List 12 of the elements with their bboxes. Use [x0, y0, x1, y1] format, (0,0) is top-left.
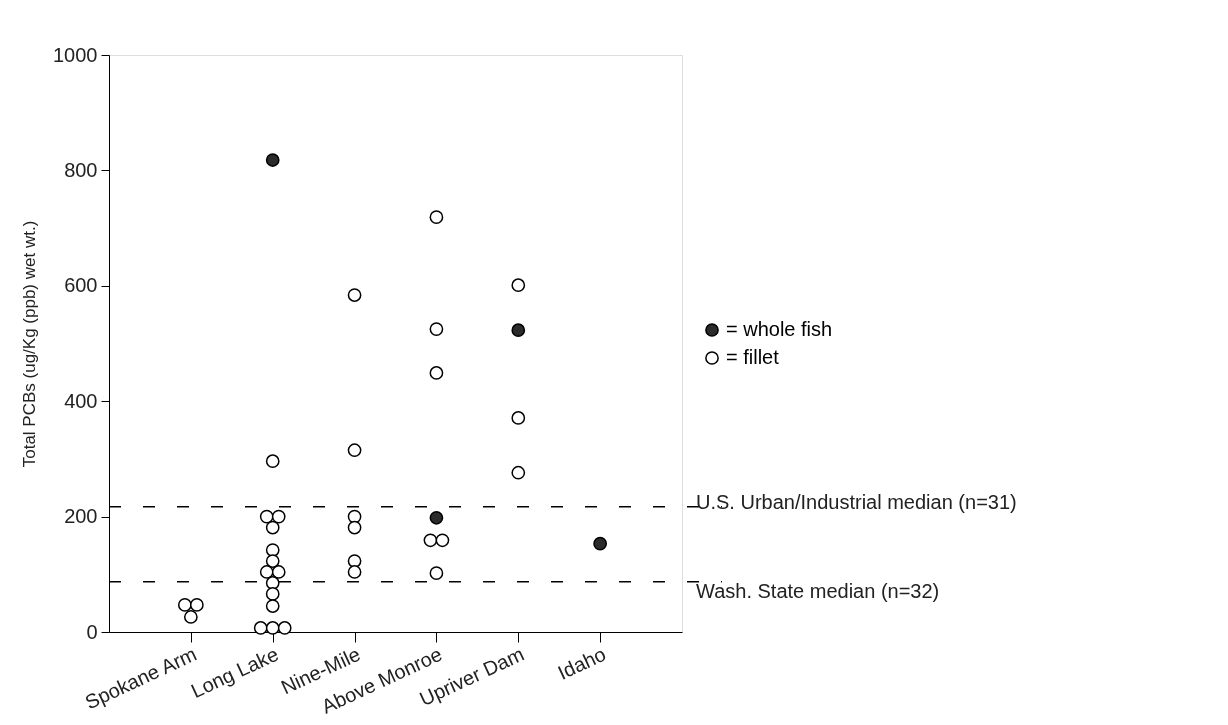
y-tick-label: 600 — [64, 274, 98, 297]
text: Wash. State median (n=32) — [696, 579, 940, 602]
legend-label: = whole fish — [726, 318, 833, 340]
legend-label: = fillet — [726, 346, 780, 368]
text: U.S. Urban/Industrial median (n=31) — [696, 490, 1017, 513]
y-tick-label: 800 — [64, 158, 98, 181]
x-tick-label: Idaho — [554, 642, 610, 684]
y-axis-title: Total PCBs (ug/Kg (ppb) wet wt.) — [20, 220, 40, 468]
y-tick-label: 200 — [64, 505, 98, 528]
y-tick-label: 400 — [64, 389, 98, 412]
y-tick-label: 1000 — [53, 43, 98, 66]
y-tick-label: 0 — [86, 620, 98, 643]
